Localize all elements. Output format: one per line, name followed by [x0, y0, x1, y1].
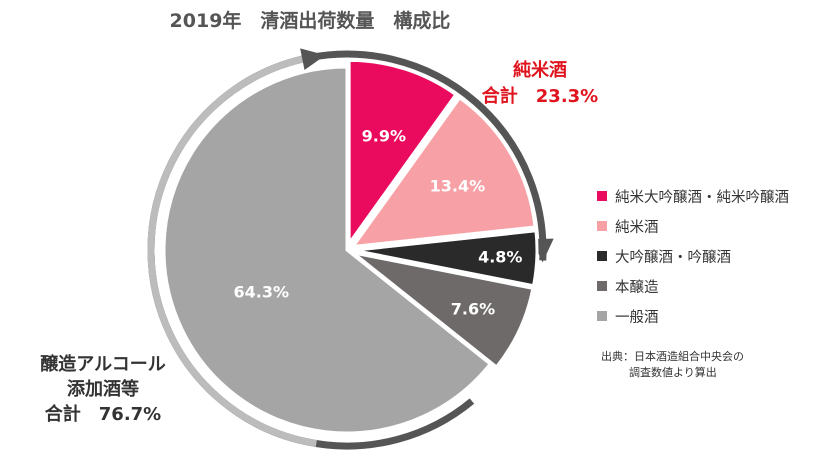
- source-line2: 調査数値より算出: [629, 366, 717, 379]
- pie-slice-5: [162, 65, 492, 435]
- pie-slices: [162, 58, 539, 435]
- chart-legend: 純米大吟醸酒・純米吟醸酒 純米酒大吟醸酒・吟醸酒 本醸造一般酒: [597, 181, 789, 331]
- legend-item-1: 純米大吟醸酒・純米吟醸酒: [597, 181, 789, 211]
- slice-value-label-3: 4.8%: [478, 248, 522, 267]
- pie-labels: 9.9% 13.4% 4.8% 7.6% 64.3%: [234, 126, 523, 318]
- legend-swatch-2: [597, 221, 607, 231]
- jozo-total-line3: 合計 76.7%: [44, 404, 162, 425]
- chart-title: 2019年 清酒出荷数量 構成比: [169, 10, 451, 32]
- legend-swatch-1: [597, 191, 607, 201]
- legend-label-1: 純米大吟醸酒・純米吟醸酒: [615, 189, 789, 206]
- jozo-total-line1: 醸造アルコール: [40, 354, 166, 375]
- legend-item-5: 一般酒: [597, 301, 789, 331]
- legend-label-5: 一般酒: [615, 309, 659, 326]
- junmai-total-annotation: 純米酒 合計 23.3%: [455, 58, 625, 110]
- pie-slice-1: [347, 58, 458, 245]
- junmai-total-line1: 純米酒: [513, 60, 567, 81]
- legend-label-2: 純米酒: [615, 219, 659, 236]
- legend-item-3: 大吟醸酒・吟醸酒: [597, 241, 789, 271]
- slice-value-label-1: 9.9%: [362, 126, 406, 145]
- slice-value-label-5: 64.3%: [234, 282, 290, 301]
- slice-value-label-2: 13.4%: [430, 177, 486, 196]
- legend-item-2: 純米酒: [597, 211, 789, 241]
- legend-item-4: 本醸造: [597, 271, 789, 301]
- pie-slice-4: [351, 251, 535, 369]
- legend-label-3: 大吟醸酒・吟醸酒: [615, 249, 731, 266]
- jozo-group-arrow-light: [147, 55, 317, 448]
- junmai-total-line2: 合計 23.3%: [481, 86, 599, 107]
- jozo-total-line2: 添加酒等: [67, 379, 139, 400]
- slice-value-label-4: 7.6%: [451, 299, 495, 318]
- pie-slice-3: [352, 229, 539, 288]
- legend-swatch-3: [597, 251, 607, 261]
- jozo-total-annotation: 醸造アルコール 添加酒等 合計 76.7%: [8, 352, 198, 427]
- legend-label-4: 本醸造: [615, 279, 659, 296]
- jozo-group-arrowhead-top: [300, 48, 326, 70]
- source-note: 出典：日本酒造組合中央会の 調査数値より算出: [601, 349, 744, 381]
- source-line1: 出典：日本酒造組合中央会の: [601, 350, 744, 363]
- pie-slice-2: [351, 96, 537, 248]
- legend-swatch-5: [597, 311, 607, 321]
- legend-swatch-4: [597, 281, 607, 291]
